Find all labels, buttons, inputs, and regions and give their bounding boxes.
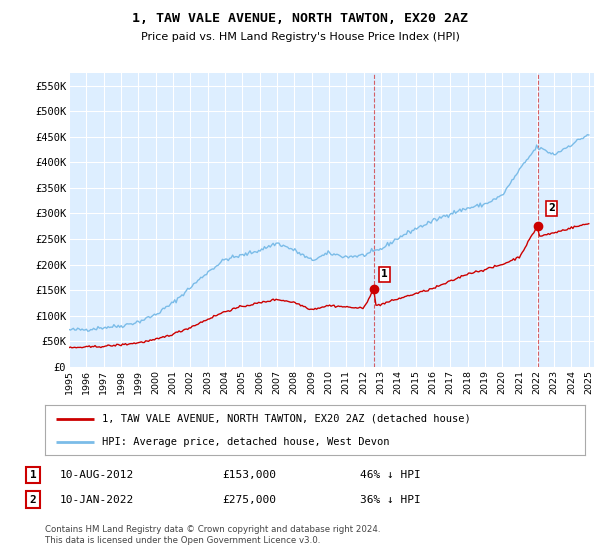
Text: 1: 1: [29, 470, 37, 480]
Text: 1, TAW VALE AVENUE, NORTH TAWTON, EX20 2AZ: 1, TAW VALE AVENUE, NORTH TAWTON, EX20 2…: [132, 12, 468, 25]
Text: £275,000: £275,000: [222, 494, 276, 505]
Text: 1: 1: [381, 269, 388, 279]
Text: 2: 2: [548, 203, 555, 213]
Text: Contains HM Land Registry data © Crown copyright and database right 2024.
This d: Contains HM Land Registry data © Crown c…: [45, 525, 380, 545]
Text: Price paid vs. HM Land Registry's House Price Index (HPI): Price paid vs. HM Land Registry's House …: [140, 32, 460, 43]
Text: 2: 2: [29, 494, 37, 505]
Text: 36% ↓ HPI: 36% ↓ HPI: [360, 494, 421, 505]
Text: 46% ↓ HPI: 46% ↓ HPI: [360, 470, 421, 480]
Text: 10-JAN-2022: 10-JAN-2022: [60, 494, 134, 505]
Text: HPI: Average price, detached house, West Devon: HPI: Average price, detached house, West…: [101, 437, 389, 447]
Text: 10-AUG-2012: 10-AUG-2012: [60, 470, 134, 480]
Text: £153,000: £153,000: [222, 470, 276, 480]
Text: 1, TAW VALE AVENUE, NORTH TAWTON, EX20 2AZ (detached house): 1, TAW VALE AVENUE, NORTH TAWTON, EX20 2…: [101, 414, 470, 424]
